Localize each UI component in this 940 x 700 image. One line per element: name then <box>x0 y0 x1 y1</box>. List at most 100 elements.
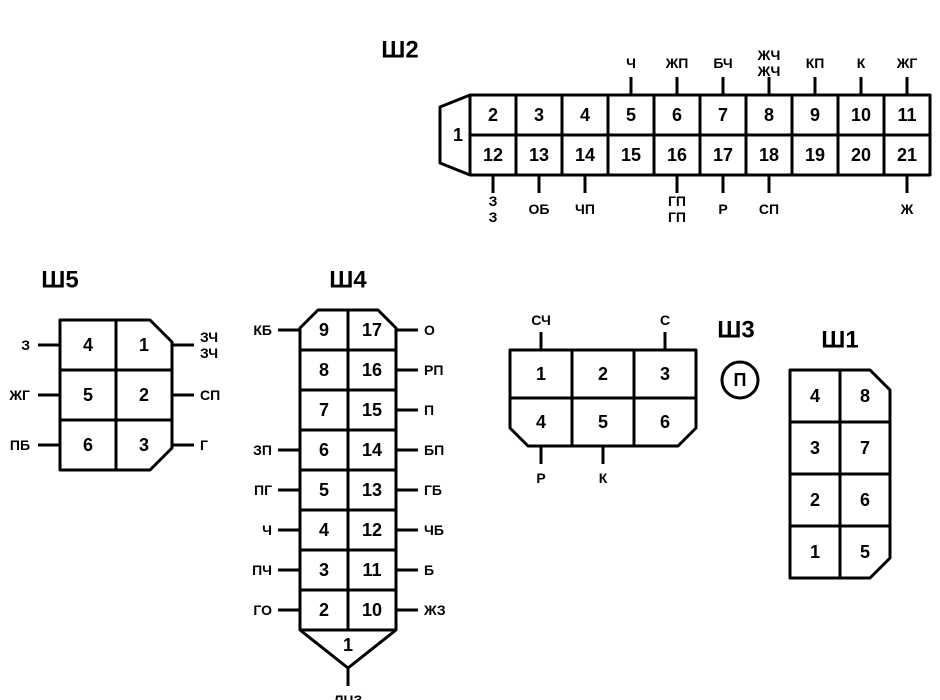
svg-text:11: 11 <box>897 105 916 125</box>
svg-text:6: 6 <box>660 412 670 432</box>
svg-text:15: 15 <box>362 400 382 420</box>
svg-text:17: 17 <box>713 145 733 165</box>
svg-text:СП: СП <box>200 387 220 403</box>
svg-text:11: 11 <box>362 560 381 580</box>
svg-text:К: К <box>857 55 866 71</box>
svg-text:20: 20 <box>851 145 871 165</box>
svg-text:С: С <box>660 312 670 328</box>
svg-text:4: 4 <box>810 386 820 406</box>
svg-text:21: 21 <box>897 145 917 165</box>
svg-text:ЖЗ: ЖЗ <box>423 602 446 618</box>
svg-text:З: З <box>21 337 30 353</box>
svg-text:З: З <box>489 193 498 209</box>
svg-text:1: 1 <box>536 364 546 384</box>
svg-text:3: 3 <box>660 364 670 384</box>
svg-text:16: 16 <box>667 145 687 165</box>
svg-text:ГО: ГО <box>253 602 272 618</box>
svg-text:6: 6 <box>672 105 682 125</box>
svg-text:10: 10 <box>851 105 871 125</box>
svg-text:БЧ: БЧ <box>713 55 732 71</box>
connector-diagram: Ш2123456789101112131415161718192021ЧЖПБЧ… <box>0 0 940 700</box>
svg-text:12: 12 <box>362 520 382 540</box>
svg-text:2: 2 <box>598 364 608 384</box>
svg-text:ГП: ГП <box>668 193 686 209</box>
svg-text:7: 7 <box>718 105 728 125</box>
svg-text:Ш3: Ш3 <box>717 317 754 344</box>
svg-text:Ч: Ч <box>262 522 272 538</box>
svg-text:9: 9 <box>319 320 329 340</box>
svg-text:Ш5: Ш5 <box>41 267 78 294</box>
svg-text:2: 2 <box>319 600 329 620</box>
svg-text:ЧБ: ЧБ <box>424 522 444 538</box>
svg-text:8: 8 <box>319 360 329 380</box>
svg-text:ЛЧЗ: ЛЧЗ <box>334 692 363 700</box>
svg-text:Ш2: Ш2 <box>381 37 418 64</box>
svg-text:12: 12 <box>483 145 503 165</box>
svg-text:СП: СП <box>759 201 779 217</box>
svg-text:ГБ: ГБ <box>424 482 442 498</box>
svg-text:БП: БП <box>424 442 444 458</box>
svg-text:З: З <box>489 209 498 225</box>
svg-text:14: 14 <box>362 440 382 460</box>
svg-text:8: 8 <box>860 386 870 406</box>
svg-text:Ш1: Ш1 <box>821 327 858 354</box>
svg-text:7: 7 <box>319 400 329 420</box>
svg-text:ЖГ: ЖГ <box>8 387 30 403</box>
svg-text:9: 9 <box>810 105 820 125</box>
svg-text:16: 16 <box>362 360 382 380</box>
svg-text:П: П <box>734 370 747 390</box>
svg-text:1: 1 <box>343 635 353 655</box>
svg-text:ЗЧ: ЗЧ <box>200 329 218 345</box>
svg-text:5: 5 <box>319 480 329 500</box>
svg-text:15: 15 <box>621 145 641 165</box>
svg-text:5: 5 <box>598 412 608 432</box>
svg-text:5: 5 <box>83 385 93 405</box>
svg-text:13: 13 <box>362 480 382 500</box>
svg-text:СЧ: СЧ <box>531 312 551 328</box>
svg-text:ЖЧ: ЖЧ <box>757 47 781 63</box>
svg-text:ГП: ГП <box>668 209 686 225</box>
svg-text:Ж: Ж <box>900 201 914 217</box>
svg-text:ЖП: ЖП <box>665 55 689 71</box>
svg-text:1: 1 <box>139 335 149 355</box>
svg-text:КП: КП <box>806 55 825 71</box>
svg-text:Ш4: Ш4 <box>329 267 367 294</box>
svg-text:Р: Р <box>718 201 727 217</box>
svg-text:4: 4 <box>536 412 546 432</box>
svg-text:13: 13 <box>529 145 549 165</box>
svg-text:Ч: Ч <box>626 55 636 71</box>
svg-text:3: 3 <box>534 105 544 125</box>
svg-text:ПБ: ПБ <box>10 437 30 453</box>
svg-text:ЧП: ЧП <box>575 201 595 217</box>
svg-text:РП: РП <box>424 362 443 378</box>
svg-text:6: 6 <box>83 435 93 455</box>
svg-text:4: 4 <box>83 335 93 355</box>
svg-text:4: 4 <box>319 520 329 540</box>
svg-text:19: 19 <box>805 145 825 165</box>
svg-text:5: 5 <box>626 105 636 125</box>
svg-text:2: 2 <box>810 490 820 510</box>
svg-text:2: 2 <box>488 105 498 125</box>
svg-text:18: 18 <box>759 145 779 165</box>
svg-text:7: 7 <box>860 438 870 458</box>
svg-text:10: 10 <box>362 600 382 620</box>
svg-text:О: О <box>424 322 435 338</box>
svg-text:ПЧ: ПЧ <box>252 562 272 578</box>
svg-text:14: 14 <box>575 145 595 165</box>
svg-text:6: 6 <box>860 490 870 510</box>
svg-text:6: 6 <box>319 440 329 460</box>
svg-text:ОБ: ОБ <box>529 201 550 217</box>
svg-text:П: П <box>424 402 434 418</box>
svg-text:3: 3 <box>139 435 149 455</box>
svg-text:ЖЧ: ЖЧ <box>757 63 781 79</box>
svg-text:КБ: КБ <box>253 322 272 338</box>
svg-text:8: 8 <box>764 105 774 125</box>
svg-text:ЗП: ЗП <box>253 442 272 458</box>
svg-text:Р: Р <box>536 470 545 486</box>
svg-text:ЗЧ: ЗЧ <box>200 345 218 361</box>
svg-text:3: 3 <box>319 560 329 580</box>
svg-text:Г: Г <box>200 437 208 453</box>
svg-text:4: 4 <box>580 105 590 125</box>
svg-text:2: 2 <box>139 385 149 405</box>
svg-text:ПГ: ПГ <box>254 482 272 498</box>
